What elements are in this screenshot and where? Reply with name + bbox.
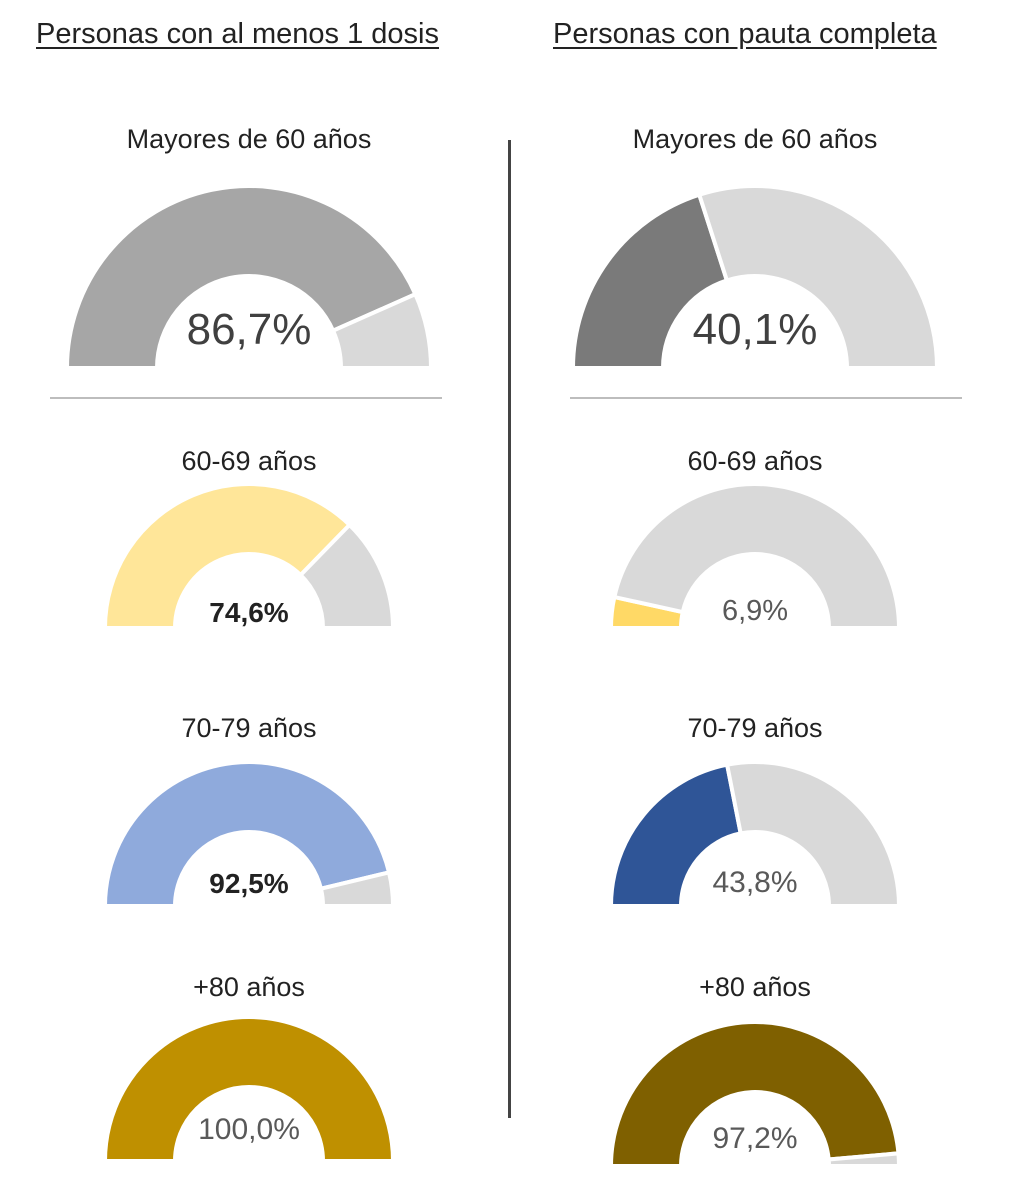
gauge-filled-segment <box>64 184 418 370</box>
half-donut-gauge <box>64 184 434 370</box>
gauge-remaining-segment <box>318 869 396 908</box>
gauge-value: 92,5% <box>209 868 289 899</box>
gauge-filled-segment <box>570 192 730 370</box>
gauge-title: +80 años <box>193 972 305 1002</box>
gauge-remaining-segment <box>696 184 940 370</box>
gauge-value: 74,6% <box>209 597 289 628</box>
half-donut-gauge <box>102 1015 396 1163</box>
gauge-filled-segment <box>102 760 392 908</box>
half-donut-gauge <box>102 482 396 630</box>
half-donut-gauge <box>608 482 902 630</box>
gauge-filled-segment <box>102 1015 396 1163</box>
gauge-filled-segment <box>608 762 744 908</box>
column-title-full-course: Personas con pauta completa <box>553 18 937 50</box>
gauge-remaining-segment <box>826 1151 902 1168</box>
gauge-value: 40,1% <box>692 305 818 354</box>
gauge-value: 6,9% <box>721 595 789 627</box>
gauge-remaining-segment <box>297 522 396 630</box>
gauge-remaining-segment <box>611 482 902 630</box>
gauge-filled-segment <box>102 482 353 630</box>
gauge-value: 43,8% <box>712 866 798 899</box>
gauge-title: Mayores de 60 años <box>632 124 878 154</box>
gauge-title: Mayores de 60 años <box>126 124 372 154</box>
half-donut-gauge <box>608 1020 902 1168</box>
gauge-title: 60-69 años <box>687 446 823 476</box>
gauge-title: 70-79 años <box>687 713 823 743</box>
gauge-value: 97,2% <box>712 1122 798 1155</box>
half-donut-gauge <box>102 760 396 908</box>
gauge-value: 86,7% <box>186 305 312 354</box>
gauge-title: 70-79 años <box>181 713 317 743</box>
gauge-title: 60-69 años <box>181 446 317 476</box>
gauge-value: 100,0% <box>198 1113 300 1146</box>
half-donut-gauge <box>570 184 940 370</box>
gauge-remaining-segment <box>330 291 434 370</box>
column-divider <box>508 140 511 1118</box>
gauge-filled-segment <box>608 1020 901 1168</box>
gauge-title: +80 años <box>699 972 811 1002</box>
gauge-remaining-segment <box>724 760 902 908</box>
column-title-first-dose: Personas con al menos 1 dosis <box>36 18 439 50</box>
section-divider-right <box>570 397 962 399</box>
half-donut-gauge <box>608 760 902 908</box>
section-divider-left <box>50 397 442 399</box>
